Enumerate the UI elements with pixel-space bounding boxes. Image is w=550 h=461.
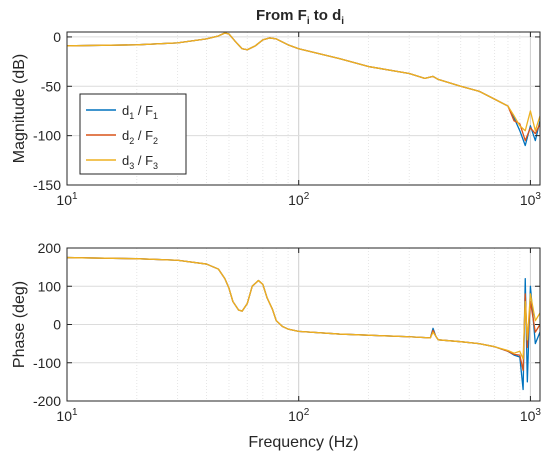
- y-tick-label: 200: [38, 240, 62, 256]
- magnitude-series-3-line: [67, 32, 540, 132]
- magnitude-legend: d1 / F1 d2 / F2 d3 / F3: [79, 93, 187, 175]
- phase-series-lines: [67, 256, 540, 391]
- phase-xlabel: Frequency (Hz): [248, 434, 358, 451]
- y-tick-label: -150: [33, 177, 61, 193]
- legend-label-1: d1 / F1: [122, 103, 158, 121]
- x-tick-label: 101: [56, 407, 78, 424]
- figure-title: From Fi to di: [256, 7, 344, 27]
- magnitude-ticks: 101 102 103 0 -50 -100 -150: [33, 29, 541, 208]
- phase-plot: 101 102 103 200 100 0 -100 -200 Phase (deg) Fre…: [11, 240, 541, 451]
- legend-label-2: d2 / F2: [122, 128, 158, 146]
- y-tick-label: -200: [33, 393, 61, 409]
- phase-ylabel: Phase (deg): [11, 281, 28, 368]
- y-tick-label: 0: [53, 317, 61, 333]
- magnitude-axes-box: [66, 31, 541, 186]
- y-tick-label: 100: [38, 278, 62, 294]
- x-tick-label: 103: [520, 191, 542, 208]
- phase-ticks: 101 102 103 200 100 0 -100 -200: [33, 240, 541, 424]
- magnitude-ylabel: Magnitude (dB): [11, 54, 28, 163]
- y-tick-label: 0: [53, 29, 61, 45]
- magnitude-plot: 101 102 103 0 -50 -100 -150 Magnitude (dB) d1 …: [11, 29, 541, 208]
- legend-label-3: d3 / F3: [122, 153, 158, 171]
- x-tick-label: 102: [288, 407, 310, 424]
- magnitude-series-lines: [67, 32, 540, 147]
- x-tick-label: 103: [520, 407, 542, 424]
- y-tick-label: -100: [33, 355, 61, 371]
- y-tick-label: -100: [33, 128, 61, 144]
- x-tick-label: 102: [288, 191, 310, 208]
- phase-series-3-line: [67, 256, 540, 360]
- x-tick-label: 101: [56, 191, 78, 208]
- y-tick-label: -50: [41, 78, 61, 94]
